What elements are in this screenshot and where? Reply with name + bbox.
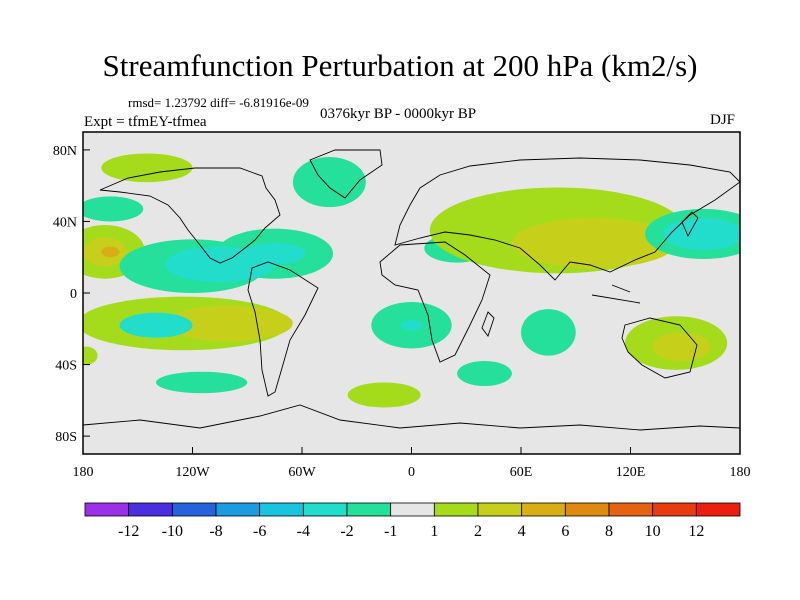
y-tick-label: 80S (55, 430, 77, 445)
colorbar-swatch (521, 502, 566, 517)
colorbar-label: -10 (162, 523, 183, 540)
experiment-label: Expt = tfmEY-tfmea (84, 114, 207, 130)
colorbar-label: 12 (688, 523, 704, 540)
anomaly-region-22 (652, 332, 711, 361)
x-tick-label: 180 (73, 465, 94, 480)
colorbar-swatch (433, 502, 479, 517)
x-tick-label: 0 (408, 465, 415, 480)
x-tick-label: 60E (510, 465, 533, 480)
colorbar: -12 -10 -8 -6 -4 -2 -1 1 2 4 6 8 10 12 (84, 502, 741, 540)
coastline-australia (621, 317, 698, 379)
colorbar-label: 8 (605, 523, 613, 540)
coastline-africa (379, 241, 491, 363)
anomaly-region-0 (101, 153, 193, 183)
colorbar-label: 6 (561, 523, 569, 540)
y-tick-label: 80N (53, 144, 77, 159)
anomaly-layer (83, 153, 740, 408)
anomaly-region-5 (101, 246, 120, 258)
coastline-eurasia (394, 157, 740, 281)
colorbar-label: 1 (430, 523, 438, 540)
map-title: Streamfunction Perturbation at 200 hPa (… (102, 48, 698, 83)
colorbar-label: 10 (645, 523, 661, 540)
coastline-japan (681, 211, 699, 238)
season-label: DJF (710, 112, 736, 128)
coastline-madagascar (481, 311, 495, 337)
colorbar-swatch (84, 502, 130, 517)
anomaly-region-17 (119, 312, 193, 338)
colorbar-swatch (128, 502, 173, 517)
colorbar-swatch (259, 502, 304, 517)
x-tick-label: 120E (616, 465, 646, 480)
colorbar-label: -6 (253, 523, 266, 540)
colorbar-label: 4 (518, 523, 526, 540)
colorbar-label: -8 (209, 523, 222, 540)
anomaly-region-24 (156, 371, 248, 394)
anomaly-region-1 (292, 157, 366, 208)
colorbar-label: -12 (118, 523, 139, 540)
colorbar-swatch (564, 502, 610, 517)
anomaly-region-16 (165, 305, 293, 342)
colorbar-label: -2 (340, 523, 353, 540)
anomaly-region-20 (521, 309, 576, 356)
anomaly-region-2 (83, 196, 144, 222)
colorbar-swatch (652, 502, 697, 517)
x-tick-label: 120W (175, 465, 210, 480)
coastline-greenland (309, 149, 383, 199)
stats-line: rmsd= 1.23792 diff= -6.81916e-09 (128, 95, 309, 110)
colorbar-swatch (477, 502, 523, 517)
colorbar-swatch (390, 502, 435, 517)
colorbar-swatch (171, 502, 217, 517)
y-tick-label: 40S (55, 359, 77, 374)
colorbar-label: -1 (384, 523, 397, 540)
map-background (83, 132, 740, 454)
colorbar-label: -4 (297, 523, 310, 540)
anomaly-region-26 (457, 360, 512, 387)
colorbar-swatch (695, 502, 741, 517)
anomaly-region-14 (663, 217, 740, 251)
anomaly-region-23 (83, 346, 98, 365)
anomaly-region-19 (400, 319, 423, 331)
y-tick-label: 40N (53, 215, 77, 230)
x-tick-label: 180 (730, 465, 751, 480)
coastline-indonesia (591, 284, 641, 304)
coastline-north-america (99, 167, 281, 264)
colorbar-label: 2 (474, 523, 482, 540)
colorbar-swatch (302, 502, 348, 517)
coastline-antarctica (83, 404, 740, 431)
colorbar-swatch (346, 502, 392, 517)
anomaly-region-12 (511, 217, 677, 268)
axis-ticks: 180 120W 60W 0 60E 120E 180 80N 40N 0 40S 80S (53, 144, 751, 480)
anomaly-region-25 (347, 382, 421, 408)
coastline-layer (83, 149, 740, 431)
period-subtitle: 0376kyr BP - 0000kyr BP (320, 106, 477, 122)
x-tick-label: 60W (288, 465, 316, 480)
coastline-south-america (247, 261, 319, 397)
anomaly-region-9 (243, 242, 306, 265)
colorbar-swatch (608, 502, 654, 517)
y-tick-label: 0 (70, 287, 77, 302)
colorbar-swatch (215, 502, 261, 517)
